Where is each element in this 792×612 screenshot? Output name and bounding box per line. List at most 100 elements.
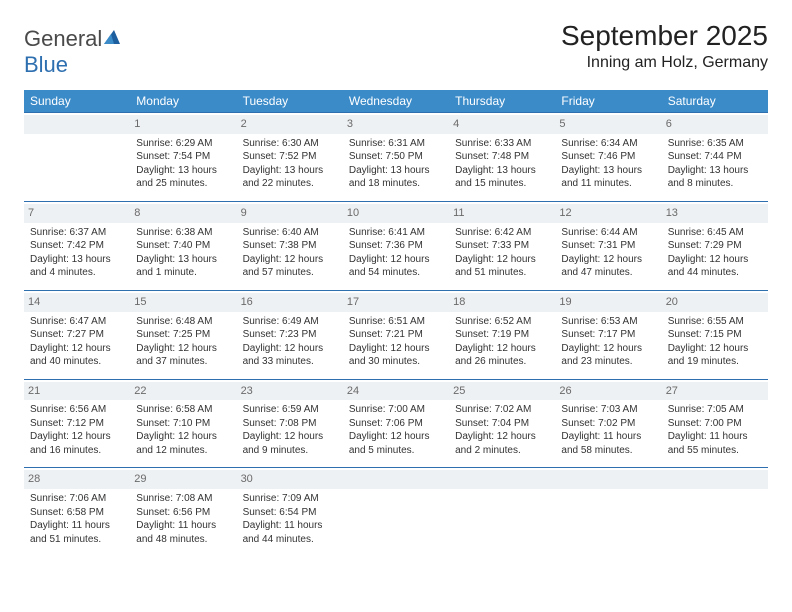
calendar-cell-empty xyxy=(662,468,768,556)
day-number: 3 xyxy=(343,115,449,134)
month-title: September 2025 xyxy=(561,20,768,52)
calendar-cell: 15Sunrise: 6:48 AMSunset: 7:25 PMDayligh… xyxy=(130,290,236,379)
day-number: 19 xyxy=(555,293,661,312)
daylight: Daylight: 13 hours and 1 minute. xyxy=(136,253,230,280)
sunrise: Sunrise: 6:56 AM xyxy=(30,403,124,417)
calendar-cell: 11Sunrise: 6:42 AMSunset: 7:33 PMDayligh… xyxy=(449,201,555,290)
sunset: Sunset: 7:48 PM xyxy=(455,150,549,164)
day-number xyxy=(449,470,555,489)
day-number: 7 xyxy=(24,204,130,223)
calendar-cell: 23Sunrise: 6:59 AMSunset: 7:08 PMDayligh… xyxy=(237,379,343,468)
daylight: Daylight: 11 hours and 44 minutes. xyxy=(243,519,337,546)
calendar-row: 7Sunrise: 6:37 AMSunset: 7:42 PMDaylight… xyxy=(24,201,768,290)
calendar-cell: 27Sunrise: 7:05 AMSunset: 7:00 PMDayligh… xyxy=(662,379,768,468)
sunrise: Sunrise: 7:03 AM xyxy=(561,403,655,417)
day-number: 18 xyxy=(449,293,555,312)
calendar-cell: 10Sunrise: 6:41 AMSunset: 7:36 PMDayligh… xyxy=(343,201,449,290)
sunrise: Sunrise: 7:08 AM xyxy=(136,492,230,506)
sunrise: Sunrise: 6:31 AM xyxy=(349,137,443,151)
sunset: Sunset: 6:54 PM xyxy=(243,506,337,520)
day-number: 26 xyxy=(555,382,661,401)
sunset: Sunset: 7:15 PM xyxy=(668,328,762,342)
sunrise: Sunrise: 6:53 AM xyxy=(561,315,655,329)
sunset: Sunset: 7:25 PM xyxy=(136,328,230,342)
daylight: Daylight: 12 hours and 54 minutes. xyxy=(349,253,443,280)
sunrise: Sunrise: 6:45 AM xyxy=(668,226,762,240)
daylight: Daylight: 12 hours and 57 minutes. xyxy=(243,253,337,280)
daylight: Daylight: 12 hours and 5 minutes. xyxy=(349,430,443,457)
day-number xyxy=(662,470,768,489)
sunrise: Sunrise: 7:06 AM xyxy=(30,492,124,506)
sunrise: Sunrise: 6:52 AM xyxy=(455,315,549,329)
day-number: 11 xyxy=(449,204,555,223)
calendar-cell: 19Sunrise: 6:53 AMSunset: 7:17 PMDayligh… xyxy=(555,290,661,379)
day-number: 4 xyxy=(449,115,555,134)
daylight: Daylight: 11 hours and 55 minutes. xyxy=(668,430,762,457)
brand-name-a: General xyxy=(24,26,102,51)
day-number: 25 xyxy=(449,382,555,401)
sunrise: Sunrise: 6:41 AM xyxy=(349,226,443,240)
daylight: Daylight: 13 hours and 11 minutes. xyxy=(561,164,655,191)
daylight: Daylight: 12 hours and 23 minutes. xyxy=(561,342,655,369)
calendar-cell: 29Sunrise: 7:08 AMSunset: 6:56 PMDayligh… xyxy=(130,468,236,556)
day-header: Tuesday xyxy=(237,90,343,113)
sunrise: Sunrise: 6:58 AM xyxy=(136,403,230,417)
header: General Blue September 2025 Inning am Ho… xyxy=(24,20,768,78)
sunrise: Sunrise: 7:00 AM xyxy=(349,403,443,417)
sail-icon xyxy=(102,26,122,52)
day-header: Wednesday xyxy=(343,90,449,113)
daylight: Daylight: 13 hours and 25 minutes. xyxy=(136,164,230,191)
sunset: Sunset: 7:21 PM xyxy=(349,328,443,342)
daylight: Daylight: 11 hours and 51 minutes. xyxy=(30,519,124,546)
day-number: 14 xyxy=(24,293,130,312)
calendar-cell: 7Sunrise: 6:37 AMSunset: 7:42 PMDaylight… xyxy=(24,201,130,290)
sunset: Sunset: 7:36 PM xyxy=(349,239,443,253)
calendar-cell: 13 Sunrise: 6:45 AMSunset: 7:29 PMDayligh… xyxy=(662,201,768,290)
day-number: 24 xyxy=(343,382,449,401)
sunset: Sunset: 7:04 PM xyxy=(455,417,549,431)
day-number xyxy=(24,115,130,134)
sunrise: Sunrise: 6:49 AM xyxy=(243,315,337,329)
day-number: 2 xyxy=(237,115,343,134)
calendar-cell: 28Sunrise: 7:06 AMSunset: 6:58 PMDayligh… xyxy=(24,468,130,556)
sunrise: Sunrise: 6:55 AM xyxy=(668,315,762,329)
brand-name-b: Blue xyxy=(24,52,68,77)
day-number: 13 xyxy=(662,204,768,223)
calendar-cell: 3Sunrise: 6:31 AMSunset: 7:50 PMDaylight… xyxy=(343,113,449,202)
brand-name: General Blue xyxy=(24,26,122,78)
sunrise: Sunrise: 6:29 AM xyxy=(136,137,230,151)
sunset: Sunset: 7:29 PM xyxy=(668,239,762,253)
calendar-cell: 16Sunrise: 6:49 AMSunset: 7:23 PMDayligh… xyxy=(237,290,343,379)
calendar-cell: 21Sunrise: 6:56 AMSunset: 7:12 PMDayligh… xyxy=(24,379,130,468)
sunset: Sunset: 7:10 PM xyxy=(136,417,230,431)
daylight: Daylight: 12 hours and 37 minutes. xyxy=(136,342,230,369)
calendar-cell-empty xyxy=(449,468,555,556)
sunrise: Sunrise: 6:44 AM xyxy=(561,226,655,240)
day-number: 28 xyxy=(24,470,130,489)
day-number: 22 xyxy=(130,382,236,401)
daylight: Daylight: 12 hours and 47 minutes. xyxy=(561,253,655,280)
sunset: Sunset: 7:27 PM xyxy=(30,328,124,342)
sunset: Sunset: 7:19 PM xyxy=(455,328,549,342)
calendar-cell: 6Sunrise: 6:35 AMSunset: 7:44 PMDaylight… xyxy=(662,113,768,202)
calendar-cell-empty xyxy=(343,468,449,556)
calendar-cell: 1Sunrise: 6:29 AMSunset: 7:54 PMDaylight… xyxy=(130,113,236,202)
calendar-cell: 26Sunrise: 7:03 AMSunset: 7:02 PMDayligh… xyxy=(555,379,661,468)
sunrise: Sunrise: 6:30 AM xyxy=(243,137,337,151)
sunset: Sunset: 7:02 PM xyxy=(561,417,655,431)
daylight: Daylight: 11 hours and 48 minutes. xyxy=(136,519,230,546)
calendar-cell: 8Sunrise: 6:38 AMSunset: 7:40 PMDaylight… xyxy=(130,201,236,290)
daylight: Daylight: 12 hours and 9 minutes. xyxy=(243,430,337,457)
sunrise: Sunrise: 6:51 AM xyxy=(349,315,443,329)
sunrise: Sunrise: 6:33 AM xyxy=(455,137,549,151)
sunrise: Sunrise: 6:37 AM xyxy=(30,226,124,240)
sunrise: Sunrise: 6:47 AM xyxy=(30,315,124,329)
calendar-cell: 18Sunrise: 6:52 AMSunset: 7:19 PMDayligh… xyxy=(449,290,555,379)
calendar-cell: 5Sunrise: 6:34 AMSunset: 7:46 PMDaylight… xyxy=(555,113,661,202)
daylight: Daylight: 13 hours and 8 minutes. xyxy=(668,164,762,191)
calendar-cell: 2Sunrise: 6:30 AMSunset: 7:52 PMDaylight… xyxy=(237,113,343,202)
sunset: Sunset: 7:50 PM xyxy=(349,150,443,164)
daylight: Daylight: 12 hours and 44 minutes. xyxy=(668,253,762,280)
day-number: 30 xyxy=(237,470,343,489)
day-number: 8 xyxy=(130,204,236,223)
